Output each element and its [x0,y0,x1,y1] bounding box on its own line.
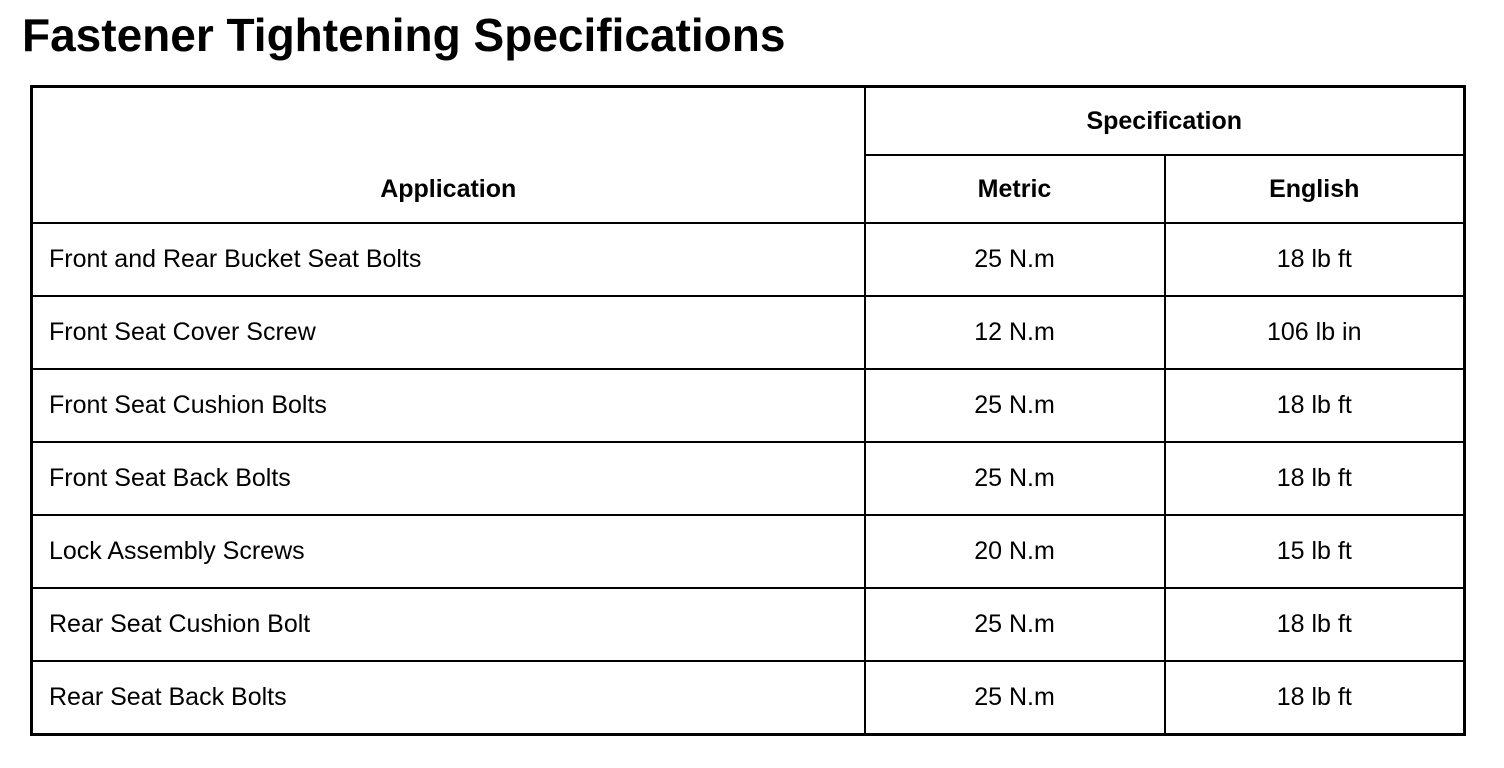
cell-metric: 12 N.m [863,295,1166,370]
cell-metric: 25 N.m [863,660,1166,736]
cell-application: Front and Rear Bucket Seat Bolts [30,222,866,297]
cell-application: Lock Assembly Screws [30,514,866,589]
header-specification: Specification [863,85,1466,156]
cell-metric: 20 N.m [863,514,1166,589]
page-title: Fastener Tightening Specifications [22,9,786,61]
cell-metric: 25 N.m [863,441,1166,516]
cell-english: 18 lb ft [1163,441,1466,516]
header-english: English [1163,154,1466,224]
cell-application: Rear Seat Back Bolts [30,660,866,736]
cell-application: Rear Seat Cushion Bolt [30,587,866,662]
spec-table: Application Specification Metric English… [30,85,1466,736]
cell-english: 106 lb in [1163,295,1466,370]
table-row: Rear Seat Cushion Bolt 25 N.m 18 lb ft [30,587,1466,662]
header-metric: Metric [863,154,1166,224]
cell-metric: 25 N.m [863,222,1166,297]
cell-application: Front Seat Cushion Bolts [30,368,866,443]
table-row: Rear Seat Back Bolts 25 N.m 18 lb ft [30,660,1466,736]
cell-english: 18 lb ft [1163,660,1466,736]
cell-metric: 25 N.m [863,587,1166,662]
cell-english: 18 lb ft [1163,587,1466,662]
table-row: Front Seat Back Bolts 25 N.m 18 lb ft [30,441,1466,516]
cell-english: 18 lb ft [1163,222,1466,297]
cell-metric: 25 N.m [863,368,1166,443]
table-row: Front and Rear Bucket Seat Bolts 25 N.m 18… [30,222,1466,297]
cell-english: 18 lb ft [1163,368,1466,443]
header-application: Application [30,85,866,224]
cell-application: Front Seat Cover Screw [30,295,866,370]
table-row: Lock Assembly Screws 20 N.m 15 lb ft [30,514,1466,589]
table-row: Front Seat Cover Screw 12 N.m 106 lb in [30,295,1466,370]
cell-application: Front Seat Back Bolts [30,441,866,516]
cell-english: 15 lb ft [1163,514,1466,589]
table-row: Front Seat Cushion Bolts 25 N.m 18 lb ft [30,368,1466,443]
